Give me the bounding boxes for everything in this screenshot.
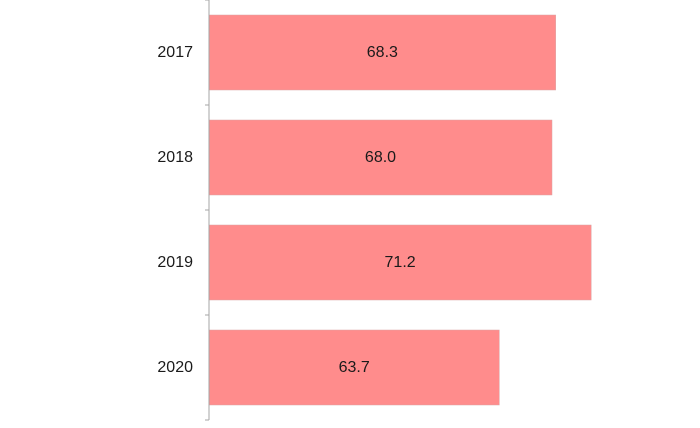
data-label-2019: 71.2: [385, 254, 416, 271]
bar-2019: [208, 224, 592, 301]
bars-layer: [208, 14, 592, 406]
category-label-2019: 2019: [157, 254, 193, 271]
bar-2020: [208, 329, 500, 406]
data-label-2017: 68.3: [367, 44, 398, 61]
axis-layer: [205, 0, 210, 421]
labels-layer: 2017 68.3 2018 68.0 2019 71.2 2020 63.7: [157, 44, 415, 376]
category-label-2017: 2017: [157, 44, 193, 61]
data-label-2020: 63.7: [339, 359, 370, 376]
category-label-2018: 2018: [157, 149, 193, 166]
data-label-2018: 68.0: [365, 149, 396, 166]
category-label-2020: 2020: [157, 359, 193, 376]
bar-2017: [208, 14, 556, 91]
bar-2018: [208, 119, 553, 196]
